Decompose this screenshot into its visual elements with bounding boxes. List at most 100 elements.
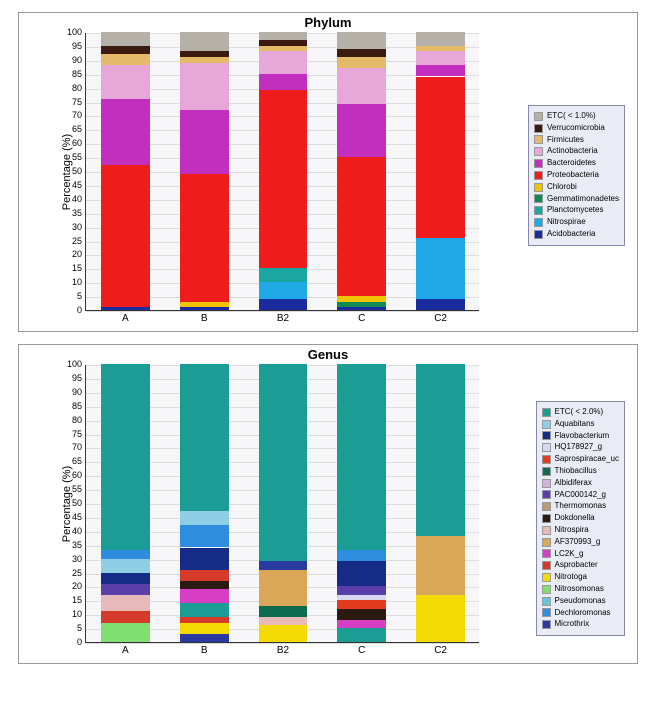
- bar-segment: [101, 559, 150, 573]
- bar-segment: [259, 617, 308, 625]
- legend-swatch: [534, 171, 543, 180]
- bar-segment: [416, 364, 465, 536]
- y-tick-label: 35: [72, 208, 86, 218]
- legend-label: ETC( < 2.0%): [555, 407, 604, 418]
- bar-segment: [416, 595, 465, 642]
- y-tick-label: 55: [72, 152, 86, 162]
- y-tick-label: 5: [77, 291, 86, 301]
- bar-segment: [416, 65, 465, 76]
- bar-A: [101, 364, 150, 642]
- legend-item: Nitrosomonas: [542, 584, 619, 595]
- x-tick-label: C2: [434, 642, 447, 656]
- legend-swatch: [534, 159, 543, 168]
- bar-segment: [180, 174, 229, 302]
- bar-segment: [180, 364, 229, 511]
- y-tick-label: 60: [72, 138, 86, 148]
- y-tick-label: 15: [72, 263, 86, 273]
- legend-swatch: [534, 112, 543, 121]
- bar-segment: [337, 49, 386, 57]
- y-tick-label: 50: [72, 166, 86, 176]
- y-tick-label: 70: [72, 442, 86, 452]
- y-tick-label: 75: [72, 429, 86, 439]
- legend-item: Acidobacteria: [534, 229, 619, 240]
- legend-label: Nitrospira: [555, 525, 589, 536]
- legend-swatch: [534, 135, 543, 144]
- bar-segment: [337, 157, 386, 296]
- legend-item: ETC( < 1.0%): [534, 111, 619, 122]
- legend-item: Verrucomicrobia: [534, 123, 619, 134]
- bar-segment: [180, 525, 229, 547]
- bar-segment: [337, 364, 386, 550]
- chart-title-phylum: Phylum: [19, 15, 637, 30]
- phylum-chart-panel: Phylum Percentage (%) 051015202530354045…: [18, 12, 638, 332]
- bar-segment: [259, 90, 308, 268]
- y-tick-label: 10: [72, 277, 86, 287]
- bar-segment: [180, 548, 229, 570]
- legend-label: Nitrospirae: [547, 217, 586, 228]
- y-tick-label: 25: [72, 236, 86, 246]
- legend-label: Gemmatimonadetes: [547, 194, 619, 205]
- bar-segment: [180, 623, 229, 634]
- legend-swatch: [542, 538, 551, 547]
- legend-swatch: [542, 502, 551, 511]
- legend-label: AF370993_g: [555, 537, 601, 548]
- legend-swatch: [542, 490, 551, 499]
- legend-item: Proteobacteria: [534, 170, 619, 181]
- legend-swatch: [534, 147, 543, 156]
- bar-segment: [180, 51, 229, 57]
- legend-swatch: [542, 549, 551, 558]
- y-tick-label: 100: [67, 27, 86, 37]
- x-tick-label: B2: [277, 310, 289, 324]
- y-tick-label: 90: [72, 387, 86, 397]
- y-tick-label: 0: [77, 637, 86, 647]
- y-tick-label: 5: [77, 623, 86, 633]
- bar-segment: [101, 32, 150, 46]
- bar-segment: [259, 32, 308, 40]
- legend-item: Pseudomonas: [542, 596, 619, 607]
- bar-segment: [337, 600, 386, 608]
- bar-segment: [337, 586, 386, 594]
- legend-item: Nitrotoga: [542, 572, 619, 583]
- legend-swatch: [542, 408, 551, 417]
- legend-swatch: [542, 443, 551, 452]
- y-tick-label: 30: [72, 222, 86, 232]
- y-tick-label: 80: [72, 415, 86, 425]
- legend-label: Pseudomonas: [555, 596, 606, 607]
- bar-segment: [337, 595, 386, 601]
- bar-segment: [101, 550, 150, 558]
- y-tick-label: 35: [72, 540, 86, 550]
- bar-segment: [101, 165, 150, 307]
- bar-segment: [180, 634, 229, 642]
- x-tick-label: B2: [277, 642, 289, 656]
- legend-swatch: [534, 194, 543, 203]
- bar-segment: [259, 561, 308, 569]
- bar-segment: [101, 611, 150, 622]
- bar-segment: [101, 573, 150, 584]
- bar-segment: [180, 63, 229, 110]
- y-tick-label: 10: [72, 609, 86, 619]
- legend-swatch: [542, 514, 551, 523]
- bar-B2: [259, 32, 308, 310]
- legend-item: Dokdonella: [542, 513, 619, 524]
- legend-label: Actinobacteria: [547, 146, 598, 157]
- legend-label: Dokdonella: [555, 513, 595, 524]
- bar-segment: [416, 536, 465, 594]
- bar-segment: [259, 74, 308, 91]
- x-tick-label: A: [122, 310, 129, 324]
- legend-swatch: [534, 218, 543, 227]
- bar-C2: [416, 32, 465, 310]
- y-tick-label: 65: [72, 124, 86, 134]
- chart-title-genus: Genus: [19, 347, 637, 362]
- legend-swatch: [542, 526, 551, 535]
- legend-item: Nitrospira: [542, 525, 619, 536]
- legend-item: Thiobacillus: [542, 466, 619, 477]
- bar-segment: [337, 628, 386, 642]
- legend-swatch: [534, 183, 543, 192]
- x-tick-label: B: [201, 310, 208, 324]
- y-tick-label: 95: [72, 373, 86, 383]
- legend-label: Bacteroidetes: [547, 158, 596, 169]
- bar-segment: [101, 364, 150, 550]
- x-tick-label: C: [358, 310, 365, 324]
- legend-swatch: [534, 124, 543, 133]
- legend-label: PAC000142_g: [555, 490, 606, 501]
